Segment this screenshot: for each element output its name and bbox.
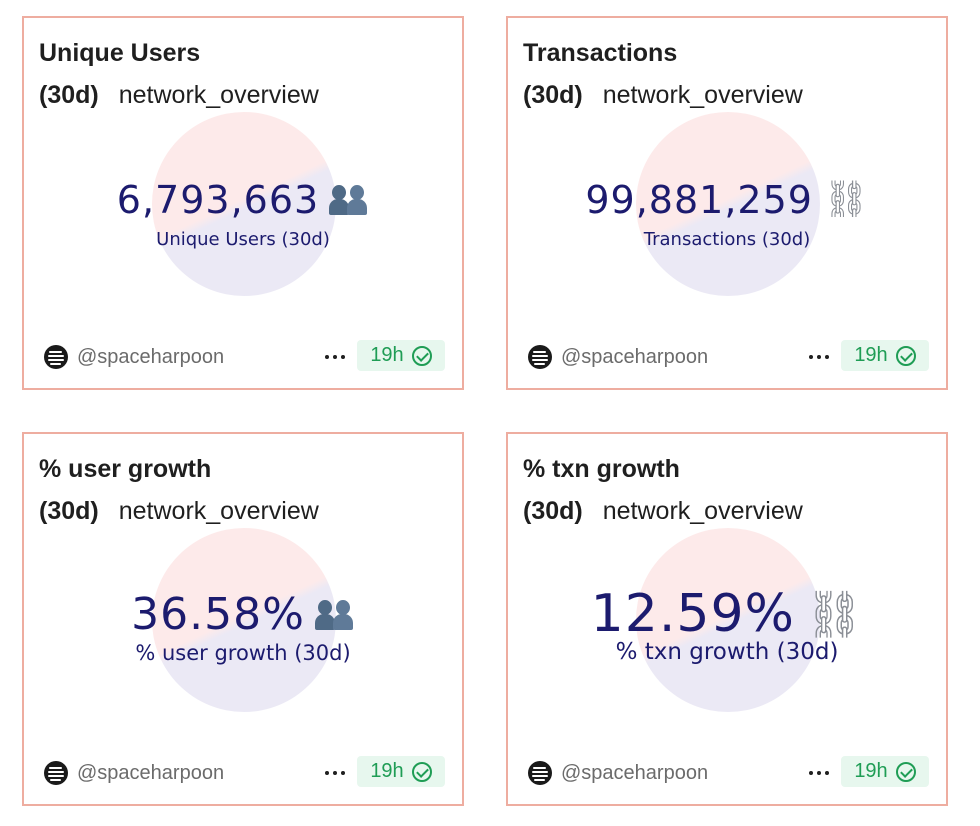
- counter-value: 6,793,663: [116, 178, 320, 222]
- card-subtitle: (30d) network_overview: [39, 497, 319, 526]
- more-options-icon[interactable]: [807, 770, 831, 776]
- verified-check-icon: [895, 345, 916, 366]
- freshness-badge[interactable]: 19h: [841, 756, 929, 787]
- chain-icon: ⛓: [804, 587, 864, 641]
- counter-value: 36.58%: [131, 589, 305, 640]
- card-period: (30d): [523, 81, 583, 109]
- chain-icon: ⛓: [822, 179, 869, 220]
- freshness-age: 19h: [854, 760, 888, 782]
- card-footer: @spaceharpoon 19h: [24, 756, 462, 790]
- counter-value-row: 12.59% ⛓: [508, 584, 946, 644]
- counter-value: 99,881,259: [585, 178, 813, 222]
- card-footer: @spaceharpoon 19h: [508, 340, 946, 374]
- users-icon: [329, 184, 369, 216]
- author-link[interactable]: @spaceharpoon: [77, 346, 225, 368]
- card-period: (30d): [523, 497, 583, 525]
- card-footer: @spaceharpoon 19h: [508, 756, 946, 790]
- counter-caption: Unique Users (30d): [156, 229, 330, 250]
- author-avatar-icon[interactable]: [528, 761, 552, 785]
- card-title[interactable]: Unique Users: [39, 39, 201, 67]
- author-avatar-icon[interactable]: [44, 345, 68, 369]
- author-avatar-icon[interactable]: [528, 345, 552, 369]
- freshness-badge[interactable]: 19h: [841, 340, 929, 371]
- author-avatar-icon[interactable]: [44, 761, 68, 785]
- more-options-icon[interactable]: [323, 770, 347, 776]
- freshness-age: 19h: [854, 344, 888, 366]
- counter-card-unique-users[interactable]: Unique Users (30d) network_overview 6,793…: [22, 16, 464, 390]
- card-title[interactable]: % txn growth: [523, 455, 680, 483]
- query-name[interactable]: network_overview: [602, 81, 803, 109]
- freshness-age: 19h: [370, 760, 404, 782]
- more-options-icon[interactable]: [807, 354, 831, 360]
- card-title[interactable]: Transactions: [523, 39, 678, 67]
- counter-card-user-growth[interactable]: % user growth (30d) network_overview 36.5…: [22, 432, 464, 806]
- freshness-age: 19h: [370, 344, 404, 366]
- freshness-badge[interactable]: 19h: [357, 756, 445, 787]
- card-period: (30d): [39, 81, 99, 109]
- counter-card-txn-growth[interactable]: % txn growth (30d) network_overview 12.59…: [506, 432, 948, 806]
- value-bubble: [636, 528, 820, 712]
- verified-check-icon: [411, 345, 432, 366]
- counter-value: 12.59%: [590, 584, 795, 644]
- value-bubble: [152, 528, 336, 712]
- card-subtitle: (30d) network_overview: [523, 497, 803, 526]
- card-subtitle: (30d) network_overview: [39, 81, 319, 110]
- card-title[interactable]: % user growth: [39, 455, 212, 483]
- card-footer: @spaceharpoon 19h: [24, 340, 462, 374]
- counter-caption: % user growth (30d): [135, 641, 351, 665]
- counter-caption: Transactions (30d): [643, 229, 811, 250]
- counter-value-row: 99,881,259 ⛓: [508, 178, 946, 222]
- verified-check-icon: [895, 761, 916, 782]
- counter-value-row: 36.58%: [24, 589, 462, 640]
- query-name[interactable]: network_overview: [602, 497, 803, 525]
- author-link[interactable]: @spaceharpoon: [561, 346, 709, 368]
- users-icon: [314, 599, 355, 631]
- counter-caption: % txn growth (30d): [615, 639, 839, 665]
- author-link[interactable]: @spaceharpoon: [561, 762, 709, 784]
- query-name[interactable]: network_overview: [118, 81, 319, 109]
- more-options-icon[interactable]: [323, 354, 347, 360]
- card-subtitle: (30d) network_overview: [523, 81, 803, 110]
- counter-card-transactions[interactable]: Transactions (30d) network_overview 99,88…: [506, 16, 948, 390]
- counter-value-row: 6,793,663: [24, 178, 462, 222]
- query-name[interactable]: network_overview: [118, 497, 319, 525]
- freshness-badge[interactable]: 19h: [357, 340, 445, 371]
- value-bubble: [152, 112, 336, 296]
- card-period: (30d): [39, 497, 99, 525]
- value-bubble: [636, 112, 820, 296]
- author-link[interactable]: @spaceharpoon: [77, 762, 225, 784]
- verified-check-icon: [411, 761, 432, 782]
